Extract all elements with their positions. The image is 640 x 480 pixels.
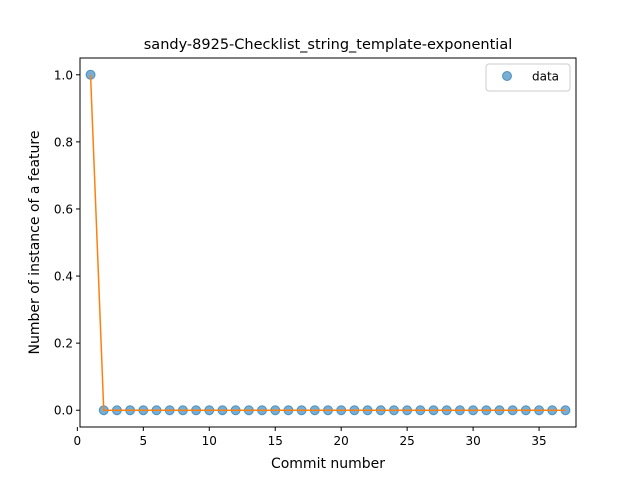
legend-marker-data — [502, 71, 512, 81]
chart-title: sandy-8925-Checklist_string_template-exp… — [144, 37, 513, 53]
y-tick-label: 0.0 — [54, 404, 73, 418]
x-tick-label: 20 — [334, 434, 349, 448]
y-tick-label: 1.0 — [54, 68, 73, 82]
x-tick-label: 25 — [400, 434, 415, 448]
plot-area — [79, 57, 577, 428]
y-tick-label: 0.4 — [54, 270, 73, 284]
legend-label-data: data — [532, 70, 559, 84]
x-tick-label: 30 — [465, 434, 480, 448]
y-axis: 0.0 0.2 0.4 0.6 0.8 1.0 — [54, 68, 80, 418]
line-layer — [89, 74, 566, 411]
y-tick-label: 0.2 — [54, 337, 73, 351]
y-tick-label: 0.8 — [54, 135, 73, 149]
fit-line — [89, 74, 566, 411]
plot-frame — [79, 57, 577, 428]
x-tick-label: 10 — [202, 434, 217, 448]
x-tick-label: 35 — [531, 434, 546, 448]
y-axis-label: Number of instance of a feature — [27, 131, 43, 355]
x-tick-label: 5 — [139, 434, 147, 448]
points-layer — [85, 69, 571, 416]
legend: data — [485, 63, 571, 92]
x-tick-label: 0 — [74, 434, 82, 448]
y-tick-label: 0.6 — [54, 202, 73, 216]
x-axis: 0 5 10 15 20 25 30 35 — [74, 427, 547, 448]
x-axis-label: Commit number — [271, 456, 385, 472]
x-tick-label: 15 — [268, 434, 283, 448]
legend-box — [485, 63, 571, 92]
